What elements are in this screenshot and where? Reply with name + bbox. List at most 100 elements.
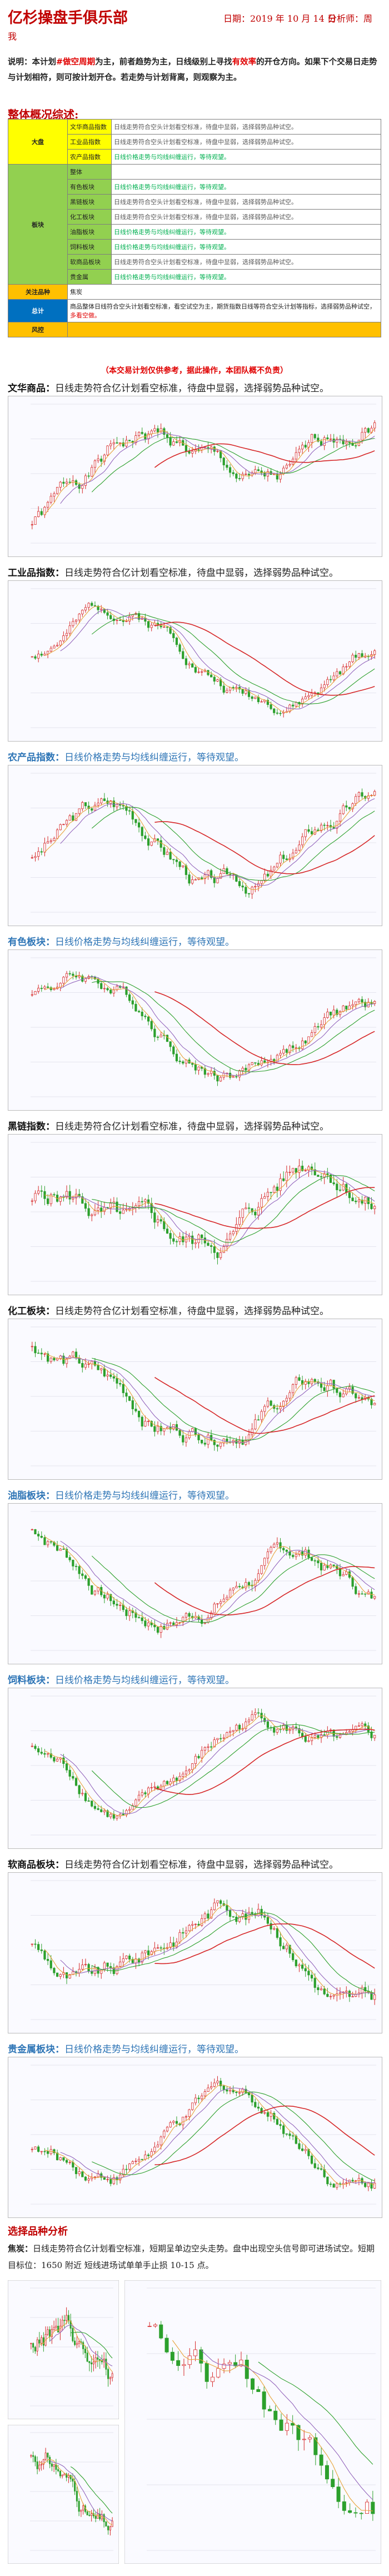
candle-body — [178, 861, 181, 867]
candle-body — [332, 827, 335, 829]
candle-body — [175, 859, 178, 862]
candle-body — [100, 459, 103, 462]
candle-body — [304, 829, 307, 837]
candle-body — [201, 1235, 203, 1239]
candle-body — [65, 2160, 68, 2163]
candle-body — [37, 1190, 40, 1194]
candle-body — [78, 1785, 81, 1794]
candle-body — [100, 1368, 103, 1370]
candle-body — [197, 1434, 200, 1440]
summary-label: 总计 — [8, 299, 68, 322]
candle-body — [32, 2343, 34, 2348]
candle-body — [65, 481, 68, 484]
candle-body — [47, 1541, 49, 1545]
candle-body — [34, 516, 37, 525]
candle-body — [144, 1620, 147, 1627]
candle-body — [56, 487, 59, 494]
candle-body — [329, 2184, 332, 2185]
intro-text: 说明：本计划#做空周期为主，前者趋势为主，日线级别上寻找有效率的开仓方向。如果下… — [8, 57, 377, 82]
candle-body — [159, 2136, 162, 2146]
candle-body — [172, 633, 175, 638]
candle-body — [31, 2149, 33, 2150]
candle-body — [361, 1723, 363, 1726]
candle-body — [144, 1421, 147, 1427]
candle-body — [241, 2088, 244, 2093]
candle-body — [197, 1923, 200, 1926]
candle-body — [336, 671, 338, 677]
candle-body — [91, 467, 93, 477]
candle-body — [74, 813, 78, 821]
candle-body — [131, 614, 134, 617]
candle-body — [213, 1603, 216, 1613]
candle-body — [137, 822, 141, 828]
candle-body — [119, 442, 122, 444]
candle-body — [298, 844, 301, 851]
candle-body — [112, 2177, 115, 2184]
candle-body — [263, 2112, 266, 2113]
candle-body — [94, 2357, 97, 2363]
candle-body — [251, 696, 253, 699]
candle-body — [355, 1201, 357, 1202]
candle-body — [245, 1582, 247, 1589]
candle-body — [81, 1573, 84, 1576]
candle-body — [295, 1168, 297, 1173]
candle-body — [336, 1183, 338, 1190]
candle-body — [150, 625, 153, 628]
candle-body — [91, 2177, 93, 2179]
moving-average-line — [91, 437, 375, 493]
candle-body — [144, 1199, 147, 1202]
candle-body — [166, 1035, 169, 1042]
candle-body — [191, 1924, 194, 1926]
candle-body — [87, 1578, 90, 1586]
candle-body — [216, 1738, 219, 1740]
candle-body — [78, 1357, 81, 1364]
candle-body — [307, 1036, 310, 1044]
candle-body — [235, 474, 238, 479]
section-comment: 日线价格走势与均线纠缠运行，等待观望。 — [55, 1490, 235, 1501]
moving-average-line — [154, 2105, 375, 2165]
moving-average-line — [92, 1175, 375, 1243]
candle-body — [313, 1379, 316, 1382]
candle-body — [134, 1612, 137, 1618]
candle-body — [301, 1040, 304, 1050]
cat-sector: 板块 — [8, 164, 68, 285]
candle-body — [166, 852, 169, 855]
moving-average-line — [60, 1540, 375, 1627]
candle-body — [47, 2453, 49, 2458]
candle-body — [188, 1431, 191, 1439]
candle-body — [310, 1975, 313, 1979]
section-title: 饲料板块：日线价格走势与均线纠缠运行，等待观望。 — [8, 1672, 386, 1686]
candle-body — [43, 2151, 46, 2152]
panel-background — [8, 2425, 119, 2564]
candle-body — [273, 708, 276, 713]
candle-body — [153, 1028, 156, 1037]
candle-body — [116, 1604, 118, 1606]
candle-body — [112, 1600, 115, 1604]
candle-body — [175, 2121, 178, 2124]
candle-body — [88, 2361, 91, 2363]
candle-body — [119, 1211, 122, 1214]
candle-body — [254, 1712, 257, 1715]
candle-body — [285, 1172, 288, 1181]
candle-body — [251, 2378, 255, 2390]
candle-body — [91, 2363, 93, 2365]
candle-body — [370, 1204, 373, 1209]
candle-body — [56, 1545, 59, 1551]
candle-body — [241, 689, 244, 694]
candle-body — [159, 428, 162, 432]
candle-body — [338, 813, 342, 822]
candle-body — [47, 502, 49, 508]
section-comment: 日线价格走势与均线纠缠运行，等待观望。 — [64, 752, 244, 763]
moving-average-line — [91, 613, 375, 705]
candle-body — [226, 465, 228, 468]
candle-body — [105, 2522, 107, 2527]
candle-body — [233, 2362, 238, 2366]
candle-body — [273, 2113, 276, 2120]
candle-body — [288, 1945, 291, 1954]
kline-chart — [8, 2057, 382, 2218]
candle-body — [62, 2157, 65, 2161]
moving-average-line — [91, 1724, 375, 1808]
candle-body — [245, 1722, 247, 1729]
candle-body — [336, 2487, 341, 2502]
candle-body — [147, 1016, 150, 1022]
